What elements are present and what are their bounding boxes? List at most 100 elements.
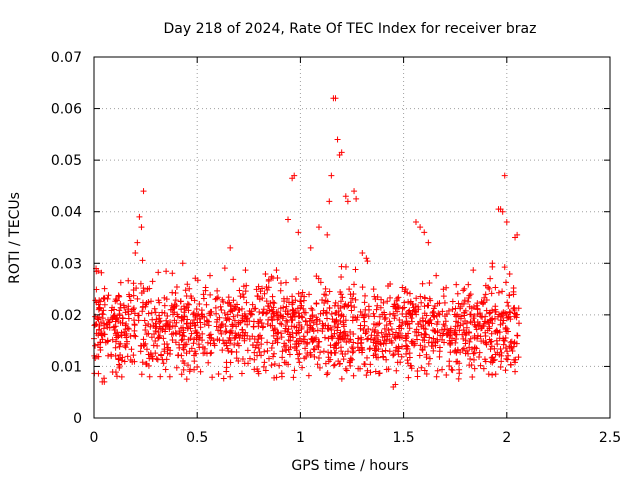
data-point <box>117 279 124 286</box>
data-point <box>377 304 384 311</box>
data-point <box>332 95 339 102</box>
data-point <box>119 315 126 322</box>
data-point <box>296 359 303 366</box>
data-point <box>199 311 206 318</box>
data-point <box>514 332 521 339</box>
data-point <box>339 294 346 301</box>
data-point <box>261 359 268 366</box>
data-point <box>182 287 189 294</box>
data-point <box>387 280 394 287</box>
data-point <box>279 354 286 361</box>
data-point <box>488 290 495 297</box>
data-point <box>326 288 333 295</box>
data-point <box>105 319 112 326</box>
data-point <box>270 299 277 306</box>
data-point <box>143 299 150 306</box>
data-point <box>181 313 188 320</box>
data-point <box>313 334 320 341</box>
data-point <box>124 338 131 345</box>
data-point <box>409 338 416 345</box>
data-point <box>239 356 246 363</box>
data-point <box>307 351 314 358</box>
data-point <box>191 297 198 304</box>
data-point <box>404 357 411 364</box>
data-point <box>457 315 464 322</box>
data-point <box>260 323 267 330</box>
data-point <box>95 370 102 377</box>
data-point <box>131 310 138 317</box>
data-point <box>116 343 123 350</box>
data-point <box>454 347 461 354</box>
data-point <box>188 330 195 337</box>
data-point <box>409 318 416 325</box>
data-point <box>125 315 132 322</box>
data-point <box>504 356 511 363</box>
data-point <box>162 366 169 373</box>
data-point <box>148 298 155 305</box>
data-point <box>223 368 230 375</box>
data-point <box>503 325 510 332</box>
data-point <box>465 350 472 357</box>
data-point <box>502 334 509 341</box>
data-point <box>278 330 285 337</box>
data-point <box>140 285 147 292</box>
data-point <box>487 358 494 365</box>
data-point <box>112 344 119 351</box>
data-point <box>145 330 152 337</box>
data-point <box>316 317 323 324</box>
data-point <box>105 292 112 299</box>
data-point <box>111 327 118 334</box>
data-point <box>286 351 293 358</box>
data-point <box>205 359 212 366</box>
data-point <box>130 280 137 287</box>
data-point <box>109 368 116 375</box>
data-point <box>430 312 437 319</box>
data-point <box>163 341 170 348</box>
data-point <box>364 354 371 361</box>
data-point <box>368 332 375 339</box>
data-point <box>191 352 198 359</box>
data-point <box>414 367 421 374</box>
data-point <box>373 306 380 313</box>
data-point <box>98 269 105 276</box>
data-point <box>423 371 430 378</box>
data-point <box>428 339 435 346</box>
data-point <box>231 317 238 324</box>
data-point <box>178 371 185 378</box>
data-point <box>264 347 271 354</box>
data-point <box>382 314 389 321</box>
data-point <box>270 353 277 360</box>
data-point <box>263 298 270 305</box>
data-point <box>459 301 466 308</box>
data-point <box>466 338 473 345</box>
data-point <box>235 319 242 326</box>
data-point <box>186 348 193 355</box>
data-point <box>159 309 166 316</box>
data-point <box>470 356 477 363</box>
data-point <box>341 302 348 309</box>
data-point <box>220 375 227 382</box>
data-point <box>477 362 484 369</box>
data-point <box>178 314 185 321</box>
data-point <box>137 280 144 287</box>
data-point <box>183 350 190 357</box>
data-point <box>350 339 357 346</box>
data-point <box>320 348 327 355</box>
data-point <box>95 268 102 275</box>
data-point <box>448 337 455 344</box>
data-point <box>384 298 391 305</box>
data-point <box>334 327 341 334</box>
data-point <box>514 231 521 238</box>
data-point <box>235 306 242 313</box>
data-point <box>269 275 276 282</box>
data-point <box>430 347 437 354</box>
data-point <box>488 330 495 337</box>
data-point <box>380 353 387 360</box>
data-point <box>515 354 522 361</box>
plot-frame <box>93 56 611 419</box>
data-point <box>398 353 405 360</box>
data-point <box>138 224 145 231</box>
data-point <box>432 339 439 346</box>
data-point <box>422 318 429 325</box>
data-points <box>91 95 523 391</box>
